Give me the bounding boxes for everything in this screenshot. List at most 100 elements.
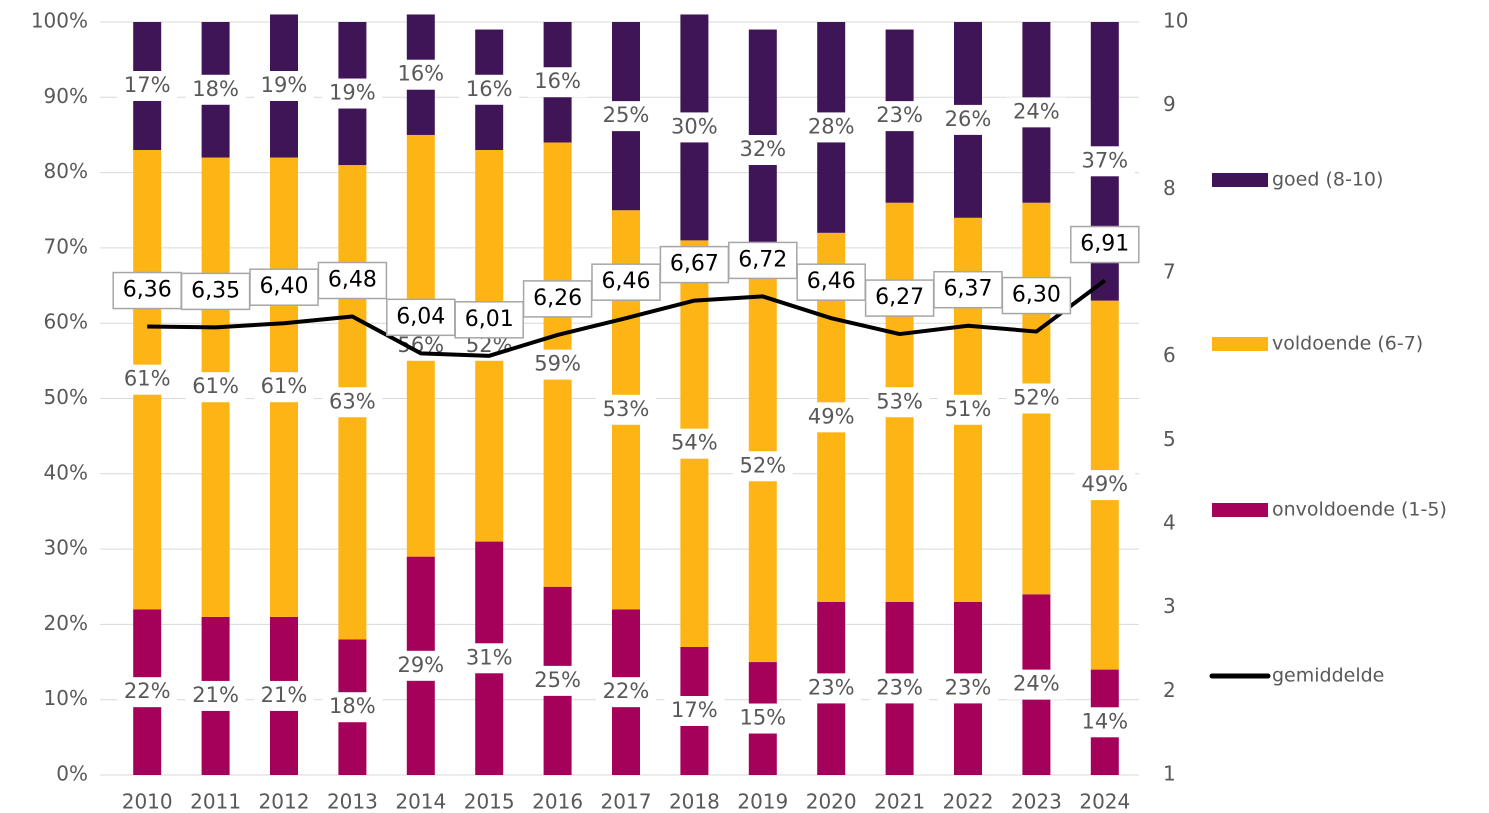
y2-tick-label: 7 (1163, 260, 1176, 284)
x-tick-label: 2010 (122, 790, 173, 813)
data-label: 23% (808, 675, 855, 699)
data-label: 14% (1081, 709, 1128, 733)
line-label: 6,04 (396, 304, 445, 329)
label-box (796, 263, 866, 301)
data-label: 19% (329, 81, 376, 105)
label-bg (1074, 470, 1135, 501)
label-bg (732, 451, 793, 482)
data-label: 24% (1013, 99, 1060, 123)
label-bg (459, 643, 520, 674)
label-box (454, 301, 524, 339)
line-label: 6,72 (738, 247, 787, 272)
label-bg (869, 673, 930, 704)
data-label: 30% (671, 114, 718, 138)
x-tick-label: 2016 (532, 790, 583, 813)
data-label: 53% (876, 389, 923, 413)
label-bg (1006, 97, 1067, 128)
data-label: 22% (124, 679, 171, 703)
data-label: 24% (1013, 672, 1060, 696)
data-label: 23% (876, 103, 923, 127)
line-label: 6,67 (670, 252, 719, 277)
x-tick-label: 2013 (327, 790, 378, 813)
label-box (317, 261, 388, 300)
y-tick-label: 70% (44, 234, 88, 258)
label-bg (254, 680, 314, 711)
line (147, 278, 1106, 358)
label-bg (801, 673, 862, 704)
data-label: 16% (534, 69, 581, 93)
data-label: 54% (671, 431, 718, 455)
label-box (249, 268, 319, 306)
label-bg (732, 135, 793, 166)
label-bg (185, 372, 246, 403)
label-bg (117, 364, 178, 395)
label-box (386, 298, 456, 337)
label-bg (801, 402, 862, 433)
label-bg (390, 59, 451, 90)
label-box (659, 245, 730, 284)
y-tick-label: 50% (44, 385, 88, 409)
y-tick-label: 10% (44, 686, 88, 710)
x-tick-label: 2019 (737, 790, 788, 813)
y-tick-label: 80% (44, 159, 88, 183)
legend-label: gemiddelde (1272, 665, 1384, 687)
data-label: 25% (534, 668, 581, 692)
x-tick-label: 2022 (943, 790, 994, 813)
line-label: 6,40 (260, 274, 309, 299)
data-label: 61% (261, 374, 308, 398)
label-bg (596, 677, 656, 708)
label-bg (117, 71, 178, 102)
label-box (112, 271, 182, 310)
legend-swatch (1212, 503, 1268, 517)
data-label: 32% (739, 137, 786, 161)
label-bg (254, 71, 314, 102)
y-tick-label: 60% (44, 310, 88, 334)
label-bg (938, 394, 998, 425)
label-bg (390, 650, 451, 681)
y-tick-label: 30% (44, 536, 88, 560)
data-label: 17% (124, 73, 171, 97)
data-label: 49% (808, 404, 855, 428)
line-label: 6,26 (533, 286, 582, 311)
line-label: 6,91 (1080, 232, 1129, 257)
data-label: 63% (329, 389, 376, 413)
data-label: 51% (945, 397, 992, 421)
data-label: 61% (124, 367, 171, 391)
data-label: 23% (945, 675, 992, 699)
label-bg (527, 665, 588, 696)
y2-tick-label: 8 (1163, 176, 1176, 200)
label-box (1001, 276, 1072, 315)
data-label: 18% (192, 77, 239, 101)
line-label: 6,46 (602, 269, 651, 294)
data-label: 59% (534, 352, 581, 376)
x-tick-label: 2023 (1011, 790, 1062, 813)
label-bg (664, 112, 725, 143)
y-tick-label: 40% (44, 460, 88, 484)
y2-tick-label: 1 (1163, 762, 1176, 786)
y2-tick-label: 10 (1163, 9, 1188, 33)
data-label: 52% (1013, 386, 1060, 410)
y2-tick-label: 2 (1163, 678, 1176, 702)
data-label: 53% (603, 397, 650, 421)
legend-label: goed (8-10) (1272, 169, 1383, 191)
line-label: 6,36 (123, 278, 172, 303)
label-bg (664, 695, 725, 726)
label-bg (117, 677, 178, 708)
legend-label: voldoende (6-7) (1272, 333, 1423, 355)
y-tick-label: 100% (31, 9, 88, 33)
label-bg (185, 74, 246, 105)
label-bg (938, 673, 998, 704)
line-label: 6,35 (191, 278, 240, 303)
y2-tick-label: 3 (1163, 594, 1176, 618)
legend-label: onvoldoende (1-5) (1272, 499, 1447, 521)
x-tick-label: 2017 (601, 790, 652, 813)
label-box (728, 241, 798, 280)
data-label: 28% (808, 114, 855, 138)
data-label: 31% (466, 645, 513, 669)
label-bg (1006, 383, 1067, 414)
label-box (591, 263, 661, 301)
label-bg (1074, 146, 1135, 177)
data-label: 23% (876, 675, 923, 699)
y-tick-label: 90% (44, 84, 88, 108)
x-tick-label: 2012 (259, 790, 310, 813)
